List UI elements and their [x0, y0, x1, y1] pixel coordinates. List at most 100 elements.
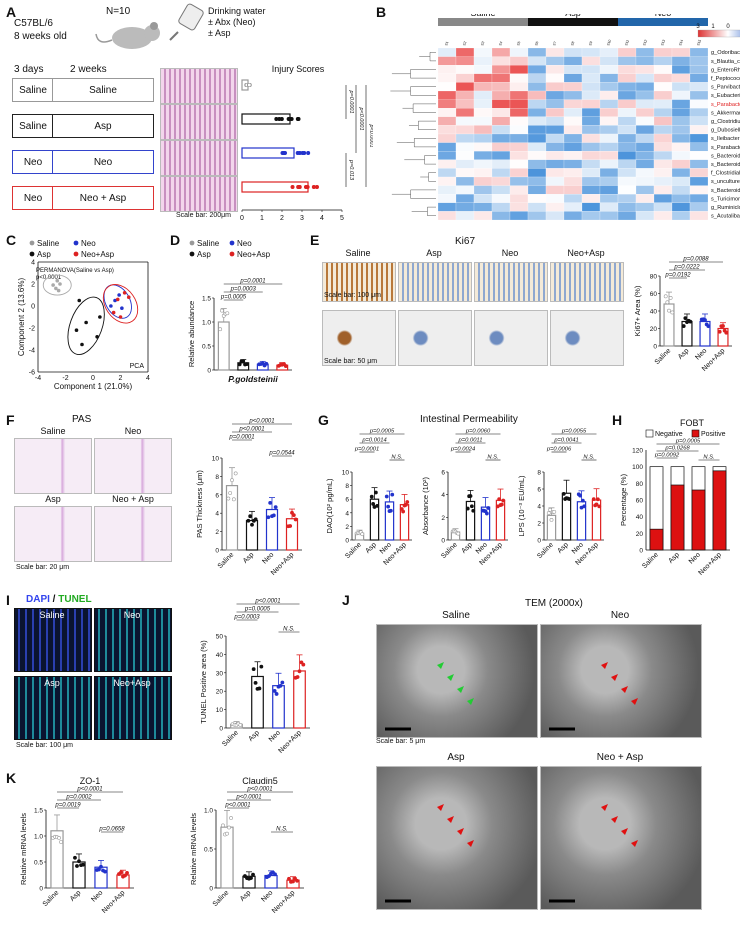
data-point: [95, 335, 99, 339]
p-value-label: p<0.0001: [246, 787, 272, 793]
relative-abundance-chart: Saline Neo Asp Neo+Asp 0 0.5 1.0 1.5 Relative ab…: [187, 239, 292, 384]
data-point: [384, 494, 389, 499]
heatmap-cell: [491, 56, 511, 66]
tem-group-label: Saline: [442, 610, 470, 621]
arrowhead-marker: [631, 840, 638, 847]
bar: [285, 518, 299, 551]
data-point: [220, 308, 224, 313]
heatmap-cell: [653, 194, 673, 203]
y-tick-label: 2: [345, 524, 349, 531]
he-histology-image: [160, 104, 238, 140]
p-value-label: p=0.0003: [233, 615, 260, 621]
data-point: [57, 836, 61, 840]
data-point: [552, 509, 557, 514]
heatmap-cell: [563, 99, 583, 109]
taxon-label: g_Dubosiella: [711, 128, 740, 134]
heatmap-cell: [653, 65, 673, 74]
data-point: [257, 686, 262, 691]
group-bar: [528, 18, 618, 26]
sample-label: S12: [642, 39, 648, 46]
heatmap-cell: [599, 159, 619, 169]
y-tick-label: 0: [39, 886, 43, 893]
data-point: [288, 524, 293, 528]
y-axis-label: TUNEL Positive area (%): [199, 640, 208, 724]
legend-swatch: [229, 251, 235, 257]
data-point: [221, 823, 225, 828]
x-tick-label: 4: [146, 375, 150, 382]
y-tick-label: 0: [537, 538, 541, 545]
taxon-label: s_uncultured_Parabacteroides: [711, 179, 740, 185]
heatmap-cell: [617, 151, 637, 160]
legend-swatch: [73, 251, 79, 257]
water-line-3: ± Asp: [208, 28, 231, 38]
data-point: [97, 867, 101, 872]
data-point: [296, 185, 301, 190]
heatmap-cell: [581, 142, 601, 152]
heatmap-cell: [509, 176, 529, 186]
heatmap-cell: [509, 133, 529, 143]
y-axis-label: Relative abundance: [187, 301, 196, 367]
heatmap-cell: [509, 90, 529, 100]
data-point: [84, 320, 88, 325]
legend-label: Asp: [37, 250, 51, 259]
heatmap-cell: [581, 47, 601, 57]
ki67-scalebar-2: Scale bar: 50 μm: [324, 358, 378, 365]
tem-title: TEM (2000x): [525, 598, 583, 609]
heatmap-cell: [653, 159, 673, 169]
arrowhead-marker: [601, 804, 608, 811]
data-point: [111, 310, 116, 315]
taxon-label: s_Acutalibacter_muris: [711, 214, 740, 220]
p-value-label: p=0.0005: [220, 295, 247, 301]
bar: [465, 500, 476, 541]
data-point: [123, 873, 127, 878]
heatmap-cell: [527, 159, 547, 169]
y-tick-label: 10: [212, 456, 220, 463]
data-point: [109, 304, 113, 308]
data-point: [717, 329, 722, 334]
y-tick-label: 0: [215, 548, 219, 555]
heatmap-cell: [635, 65, 655, 74]
data-point: [56, 288, 61, 293]
tunel-image: [94, 608, 172, 672]
heatmap-cell: [689, 133, 709, 143]
heatmap-cell: [491, 47, 511, 57]
data-point: [75, 864, 79, 868]
data-point: [295, 675, 300, 679]
p-value-label: p=0.0011: [458, 438, 483, 444]
heatmap-cell: [491, 159, 511, 169]
panel-k-label: K: [6, 770, 17, 786]
data-point: [465, 506, 470, 511]
x-tick-label: 4: [320, 215, 324, 222]
data-point: [595, 497, 600, 502]
heatmap-cell: [635, 99, 655, 109]
sample-label: S4: [498, 41, 503, 46]
heatmap-cell: [599, 202, 619, 212]
heatmap-cell: [545, 108, 565, 117]
heatmap-cell: [455, 159, 475, 169]
heatmap-cell: [671, 142, 691, 152]
y-tick-label: 8: [537, 470, 541, 477]
y-axis-label: Percentage (%): [619, 473, 628, 526]
heatmap-cell: [437, 159, 457, 169]
heatmap-cell: [617, 56, 637, 66]
legend-tick-label: 1: [711, 24, 715, 30]
legend-swatch: [29, 240, 35, 246]
heatmap-cell: [617, 168, 637, 178]
p-value-label: p=0.0192: [664, 273, 691, 279]
y-tick-label: -2: [29, 326, 35, 333]
heatmap-cell: [617, 90, 637, 100]
data-point: [249, 876, 253, 880]
heatmap-cell: [563, 108, 583, 117]
injury-score-chart: Injury Scores 0 1 2 3 4 5 p<0.0001 p<0.0001 p=0.0…: [240, 64, 373, 222]
y-tick-label: 4: [215, 511, 219, 518]
y-tick-label: 40: [636, 514, 644, 521]
heatmap-cell: [545, 90, 565, 100]
tunel-area-chart: 0 10 20 30 40 50 TUNEL Positive area (%) Saline…: [199, 599, 310, 755]
taxon-label: f_Clostridiales_vadinBB60: [711, 171, 740, 177]
heatmap-cell: [581, 108, 601, 117]
tunel-image: [14, 608, 92, 672]
data-point: [231, 497, 236, 502]
legend-label: Neo: [237, 239, 252, 248]
tunel-group-label: Saline: [39, 610, 65, 620]
heatmap-cell: [491, 168, 511, 178]
